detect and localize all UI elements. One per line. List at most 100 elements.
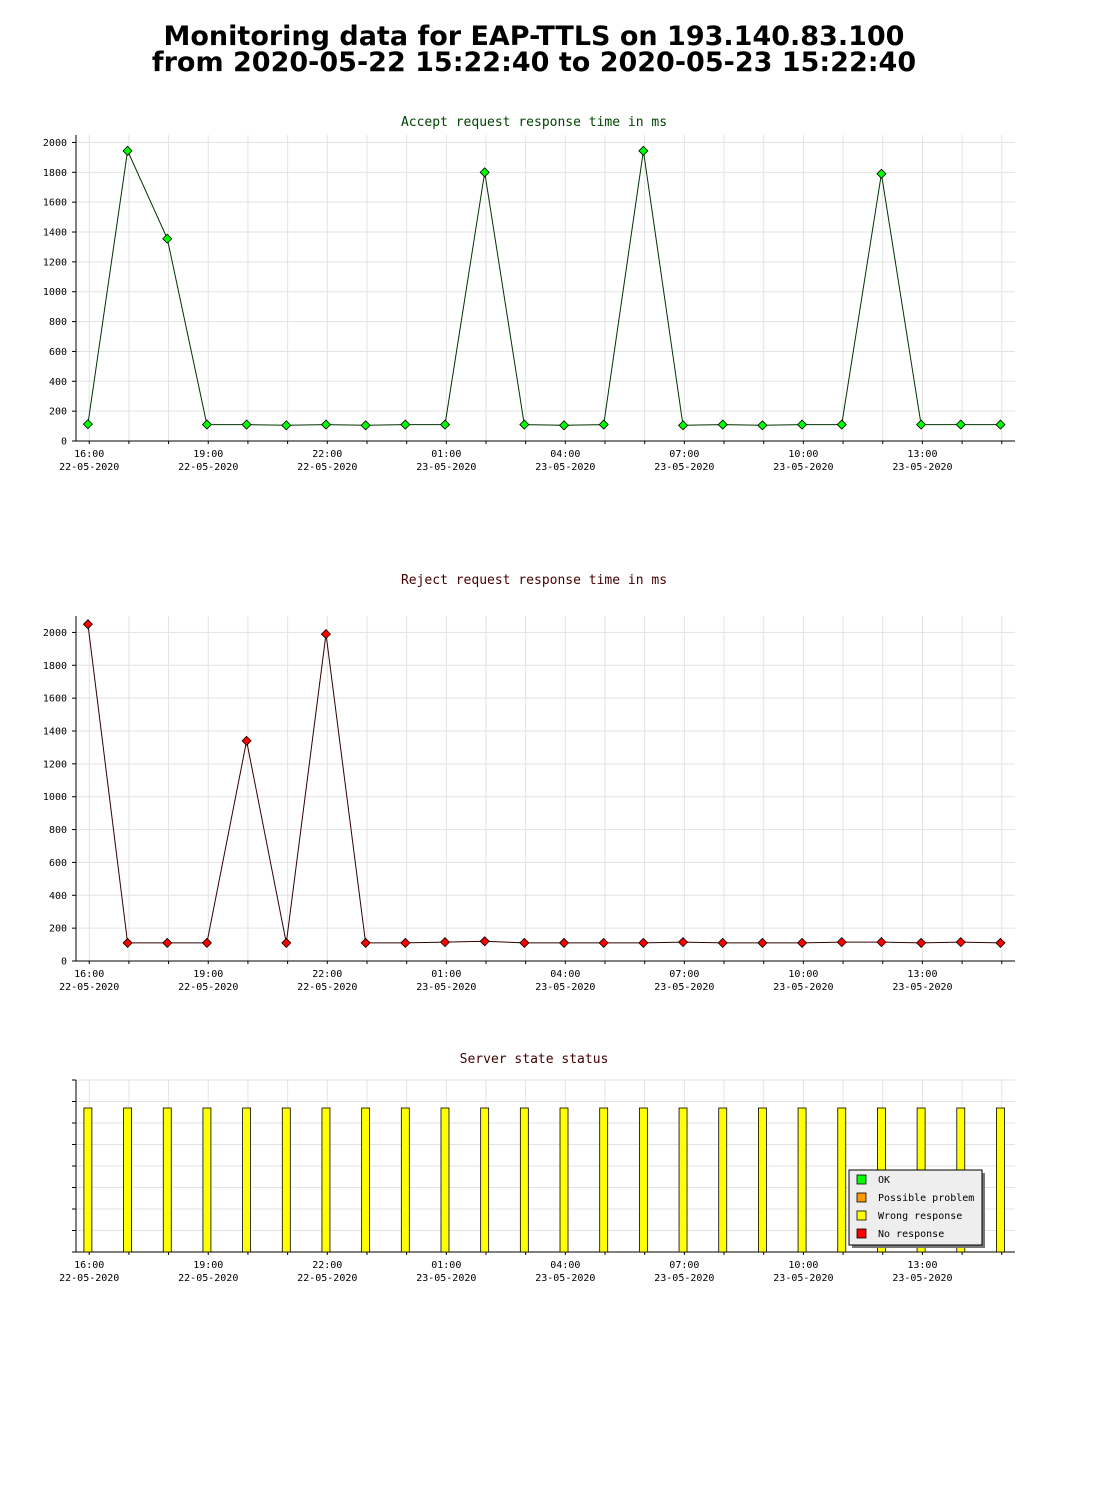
chart3-state-bar: [996, 1107, 1005, 1253]
chart1-data-point: [757, 420, 768, 431]
chart3-state-bar: [321, 1107, 331, 1253]
chart2-data-point: [241, 735, 252, 746]
chart1-x-tick-label: 16:00: [74, 449, 104, 460]
chart1-x-tick-label: 04:00: [550, 449, 580, 460]
chart2-data-point: [162, 937, 173, 948]
chart3-x-tick-label: 10:00: [788, 1260, 818, 1271]
chart3-x-tick-label: 04:00: [550, 1260, 580, 1271]
chart2-data-point: [916, 937, 927, 948]
chart3-state-bar: [837, 1107, 847, 1253]
legend-label: Possible problem: [878, 1193, 974, 1204]
chart3-state-bar: [202, 1107, 212, 1253]
chart1-x-tick-date: 23-05-2020: [892, 462, 952, 473]
chart3-state-bar: [83, 1107, 93, 1253]
chart2-data-point: [360, 937, 371, 948]
chart2-x-tick-label: 10:00: [788, 969, 818, 980]
chart1-data-point: [677, 420, 689, 431]
chart3-state-bar: [400, 1107, 410, 1253]
chart2-data-point: [201, 937, 212, 948]
chart3-state-bar: [242, 1107, 252, 1253]
chart3-state-bar: [638, 1107, 648, 1253]
chart3-x-tick-label: 19:00: [193, 1260, 223, 1271]
legend-box: [848, 1169, 983, 1246]
chart2-y-tick-label: 0: [61, 957, 67, 968]
chart1-x-tick-date: 23-05-2020: [416, 462, 476, 473]
chart1-data-point: [598, 419, 609, 430]
chart1-x-tick-label: 10:00: [788, 449, 818, 460]
legend-label: Wrong response: [878, 1211, 962, 1222]
chart1-series-line: [87, 149, 1001, 426]
chart3-state-bar: [123, 1107, 132, 1253]
chart1-data-point: [638, 145, 649, 156]
chart3-state-bar: [440, 1107, 450, 1253]
legend-label: OK: [878, 1175, 890, 1186]
legend-swatch: [856, 1210, 867, 1221]
chart2-x-tick-label: 13:00: [907, 969, 937, 980]
chart3-state-bar: [678, 1107, 688, 1253]
chart2-x-tick-date: 23-05-2020: [416, 982, 476, 993]
chart3-state-bar: [162, 1107, 172, 1253]
chart3-state-bar: [599, 1107, 609, 1253]
chart2-x-tick-date: 22-05-2020: [178, 982, 238, 993]
chart1-data-point: [479, 167, 490, 178]
chart2-data-point: [677, 937, 689, 948]
chart2-x-tick-date: 22-05-2020: [297, 982, 357, 993]
chart1-y-tick-label: 400: [49, 377, 67, 388]
chart3-x-tick-date: 23-05-2020: [535, 1273, 595, 1284]
chart3-state-bar: [519, 1107, 529, 1253]
chart3-state-bar: [480, 1107, 490, 1253]
chart2-data-point: [717, 937, 728, 948]
chart1-title: Accept request response time in ms: [401, 115, 667, 130]
chart3-x-tick-date: 23-05-2020: [773, 1273, 833, 1284]
chart1-x-tick-label: 13:00: [907, 449, 937, 460]
chart2-x-tick-date: 23-05-2020: [535, 982, 595, 993]
chart2-y-tick-label: 200: [49, 924, 67, 935]
chart3-x-tick-label: 22:00: [312, 1260, 342, 1271]
page-title: Monitoring data for EAP-TTLS on 193.140.…: [0, 23, 1068, 76]
chart2-data-point: [281, 937, 292, 948]
chart2-x-tick-label: 16:00: [74, 969, 104, 980]
chart2-x-tick-label: 22:00: [312, 969, 342, 980]
chart2-y-tick-label: 1600: [43, 694, 67, 705]
chart2-data-point: [598, 937, 609, 948]
chart2-y-tick-label: 1200: [43, 759, 67, 770]
chart2-x-tick-label: 01:00: [431, 969, 461, 980]
chart1-data-point: [201, 419, 212, 430]
chart2-y-tick-label: 800: [49, 825, 67, 836]
chart1-y-tick-label: 1800: [43, 168, 67, 179]
chart1-y-tick-label: 2000: [43, 138, 67, 149]
legend-label: No response: [878, 1229, 944, 1240]
legend-swatch: [856, 1192, 867, 1203]
chart1-x-tick-label: 01:00: [431, 449, 461, 460]
chart3-state-bar: [559, 1107, 569, 1253]
chart1-data-point: [519, 419, 530, 430]
chart1-y-tick-label: 1600: [43, 198, 67, 209]
chart2-title: Reject request response time in ms: [401, 573, 667, 588]
chart1-x-tick-label: 07:00: [669, 449, 699, 460]
chart3-x-tick-label: 16:00: [74, 1260, 104, 1271]
chart3-x-tick-date: 23-05-2020: [654, 1273, 714, 1284]
chart2-y-tick-label: 1400: [43, 727, 67, 738]
chart3-x-tick-date: 23-05-2020: [892, 1273, 952, 1284]
chart2-data-point: [320, 629, 332, 640]
chart3-x-tick-date: 22-05-2020: [178, 1273, 238, 1284]
chart1-data-point: [955, 419, 966, 430]
chart1-data-point: [360, 420, 371, 431]
chart1-data-point: [916, 419, 927, 430]
chart2-data-point: [995, 937, 1006, 948]
chart1-x-tick-label: 19:00: [193, 449, 223, 460]
chart1-y-tick-label: 0: [61, 437, 67, 448]
chart1-data-point: [717, 419, 728, 430]
chart1-x-tick-date: 22-05-2020: [59, 462, 119, 473]
chart2-data-point: [836, 937, 847, 948]
chart3-x-tick-label: 01:00: [431, 1260, 461, 1271]
chart3-x-tick-date: 22-05-2020: [59, 1273, 119, 1284]
chart1-data-point: [439, 419, 451, 430]
chart3-state-bar: [281, 1107, 291, 1253]
chart2-data-point: [479, 936, 490, 947]
chart2-data-point: [122, 937, 133, 948]
chart3-x-tick-date: 23-05-2020: [416, 1273, 476, 1284]
chart1-x-tick-date: 23-05-2020: [773, 462, 833, 473]
chart2-series-line: [87, 624, 1001, 944]
